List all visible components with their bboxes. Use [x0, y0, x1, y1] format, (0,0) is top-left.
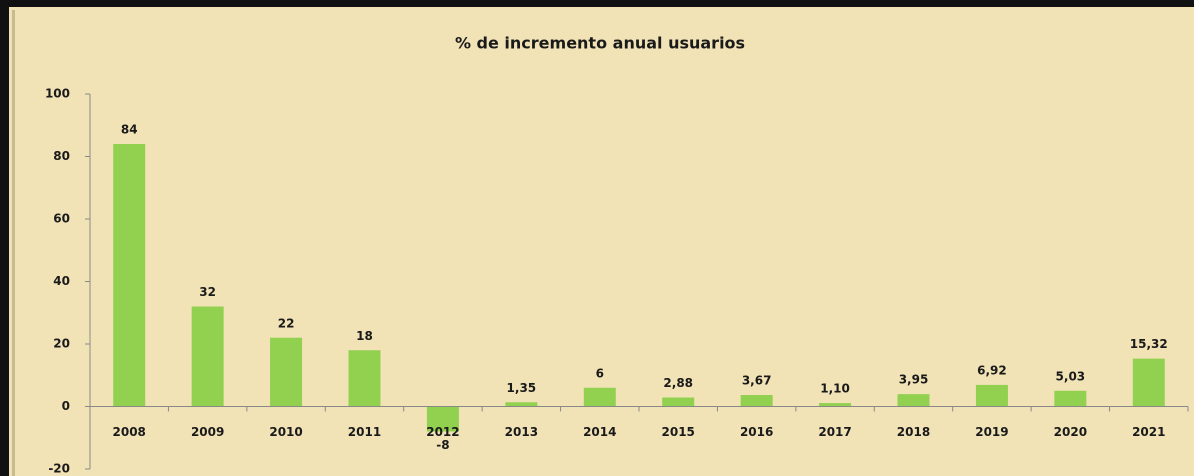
data-label: 2,88	[663, 376, 693, 390]
x-tick-label: 2015	[662, 425, 695, 439]
data-label: 1,10	[820, 382, 850, 396]
y-tick-label: 60	[53, 212, 70, 226]
bar	[583, 387, 616, 407]
x-tick-label: 2019	[975, 425, 1008, 439]
y-tick-label: 0	[62, 399, 70, 413]
y-tick-label: 100	[45, 87, 70, 101]
bar	[975, 384, 1008, 407]
x-tick-label: 2008	[113, 425, 146, 439]
bar	[819, 403, 852, 407]
y-tick-label: -20	[48, 462, 70, 476]
y-tick-label: 20	[53, 337, 70, 351]
data-label: -8	[436, 438, 449, 452]
bar	[113, 144, 146, 407]
x-tick-label: 2012	[426, 425, 459, 439]
data-label: 3,67	[742, 374, 772, 388]
bar	[191, 306, 224, 407]
bar	[505, 402, 538, 407]
bar	[1132, 358, 1165, 407]
data-label: 18	[356, 329, 373, 343]
bar	[662, 397, 695, 407]
data-label: 84	[121, 123, 138, 137]
x-tick-label: 2011	[348, 425, 381, 439]
data-label: 15,32	[1130, 337, 1168, 351]
frame-top	[0, 0, 1194, 7]
data-label: 22	[278, 316, 295, 330]
frame-left	[0, 0, 9, 476]
x-tick-label: 2010	[269, 425, 302, 439]
x-tick-label: 2013	[505, 425, 538, 439]
data-label: 3,95	[899, 373, 929, 387]
data-label: 1,35	[507, 381, 537, 395]
x-tick-label: 2020	[1054, 425, 1087, 439]
bar	[426, 406, 459, 432]
bar	[1054, 390, 1087, 407]
data-label: 32	[199, 285, 216, 299]
x-tick-label: 2009	[191, 425, 224, 439]
bar	[897, 394, 930, 407]
data-label: 5,03	[1056, 369, 1086, 383]
frame-inner	[12, 10, 15, 476]
y-tick-label: 40	[53, 274, 70, 288]
x-tick-label: 2018	[897, 425, 930, 439]
y-tick-label: 80	[53, 149, 70, 163]
data-label: 6,92	[977, 363, 1007, 377]
x-tick-label: 2021	[1132, 425, 1165, 439]
bar	[740, 395, 773, 407]
x-tick-label: 2017	[818, 425, 851, 439]
x-tick-label: 2014	[583, 425, 616, 439]
data-label: 6	[596, 366, 604, 380]
bar	[348, 350, 381, 407]
x-tick-label: 2016	[740, 425, 773, 439]
bar	[270, 337, 303, 407]
chart-title: % de incremento anual usuarios	[455, 34, 745, 53]
